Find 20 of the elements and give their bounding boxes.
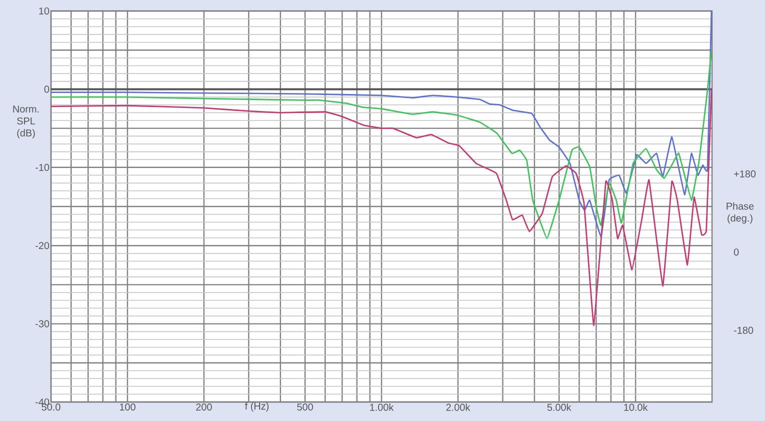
x-tick-label: 100 bbox=[120, 404, 136, 411]
x-axis-title: f (Hz) bbox=[244, 402, 269, 412]
y-axis-title: Norm. SPL (dB) bbox=[13, 106, 39, 138]
y2-tick-label: -180 bbox=[734, 326, 754, 334]
x-tick-label: 10.0k bbox=[624, 404, 648, 411]
y-tick-label: -30 bbox=[36, 320, 50, 328]
x-tick-label: 2.00k bbox=[446, 404, 470, 411]
x-tick-label: 200 bbox=[196, 404, 212, 411]
y-tick-label: -20 bbox=[36, 242, 50, 250]
y-tick-label: 10 bbox=[39, 7, 50, 15]
y2-tick-label: +180 bbox=[734, 170, 756, 178]
x-tick-label: 1.00k bbox=[370, 404, 394, 411]
y-tick-label: -10 bbox=[36, 164, 50, 171]
x-tick-label: 500 bbox=[297, 404, 313, 411]
y-tick-label: -40 bbox=[36, 398, 50, 406]
x-tick-label: 50.0 bbox=[42, 404, 60, 411]
y2-tick-label: 0 bbox=[734, 248, 739, 256]
y-tick-label: 0 bbox=[44, 86, 50, 93]
x-tick-label: 5.00k bbox=[547, 404, 572, 411]
y2-axis-title: Phase (deg.) bbox=[726, 202, 754, 224]
